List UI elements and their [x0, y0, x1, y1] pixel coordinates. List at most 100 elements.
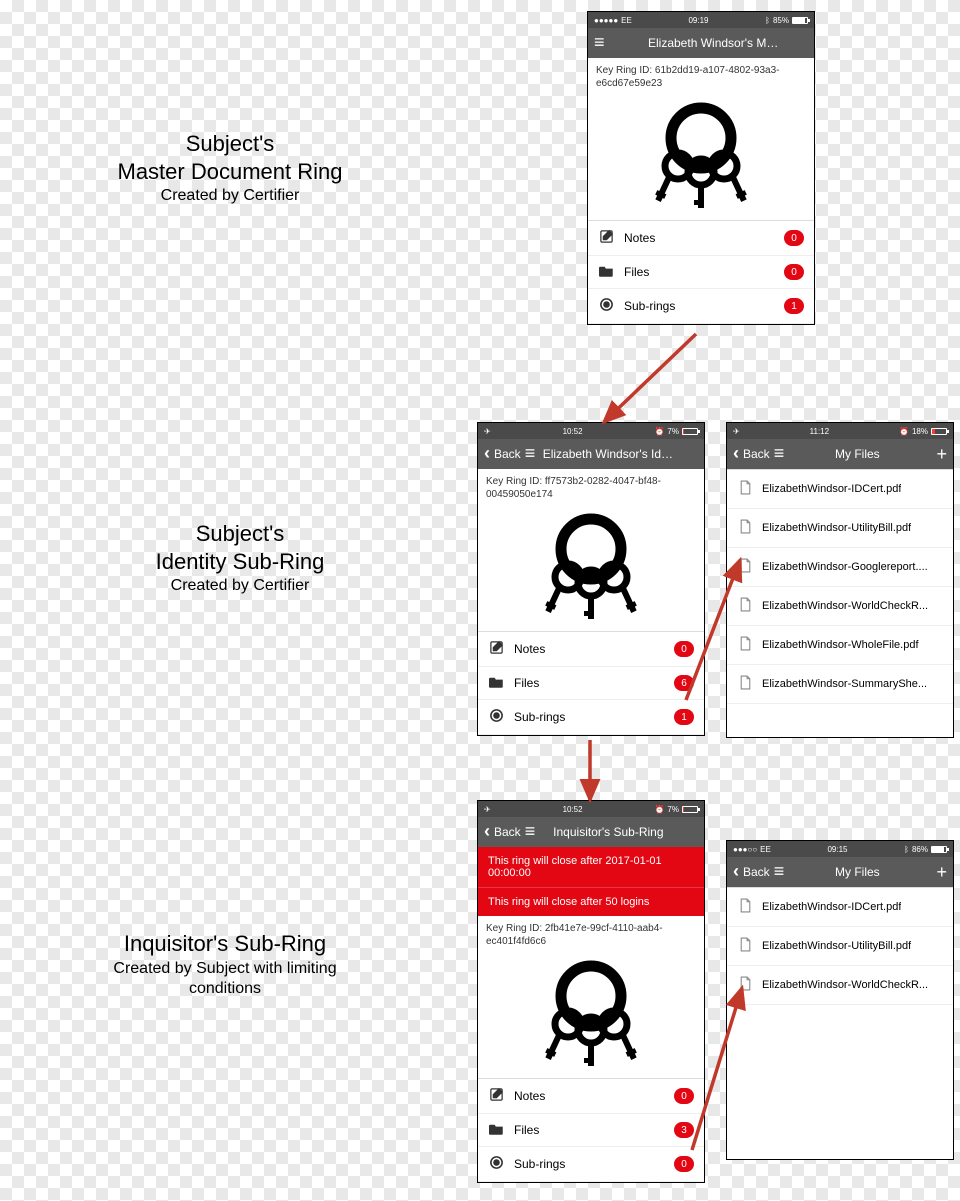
back-chevron-icon[interactable] [484, 825, 490, 840]
file-icon [739, 597, 752, 615]
ring-icon [598, 297, 614, 315]
file-name: ElizabethWindsor-WorldCheckR... [762, 600, 928, 612]
file-icon [739, 675, 752, 693]
file-row[interactable]: ElizabethWindsor-IDCert.pdf [727, 470, 953, 509]
count-badge: 0 [674, 1088, 694, 1104]
list-row-files[interactable]: Files 0 [588, 256, 814, 289]
file-list: ElizabethWindsor-IDCert.pdf ElizabethWin… [727, 469, 953, 704]
list-row-sub-rings[interactable]: Sub-rings 1 [478, 700, 704, 735]
list-row-notes[interactable]: Notes 0 [478, 632, 704, 667]
page-title: Elizabeth Windsor's Master Ring [644, 36, 788, 50]
battery-icon [682, 428, 698, 435]
file-name: ElizabethWindsor-IDCert.pdf [762, 483, 901, 495]
warning-block: This ring will close after 2017-01-01 00… [478, 847, 704, 916]
signal-icon: ●●●●● [594, 16, 618, 25]
label-line: Identity Sub-Ring [156, 549, 325, 574]
statusbar: ✈ 10:52 ⏰ 7% [478, 423, 704, 439]
file-row[interactable]: ElizabethWindsor-WholeFile.pdf [727, 626, 953, 665]
file-icon [739, 519, 752, 537]
list-row-files[interactable]: Files 6 [478, 667, 704, 700]
file-row[interactable]: ElizabethWindsor-UtilityBill.pdf [727, 509, 953, 548]
file-row[interactable]: ElizabethWindsor-WorldCheckR... [727, 587, 953, 626]
phone-master: ●●●●● EE 09:19 ᛒ 85% Elizabeth Windsor's… [587, 11, 815, 325]
file-row[interactable]: ElizabethWindsor-IDCert.pdf [727, 888, 953, 927]
hamburger-icon[interactable] [525, 824, 539, 840]
back-chevron-icon[interactable] [733, 447, 739, 462]
file-icon [739, 898, 752, 916]
battery-icon [931, 846, 947, 853]
phone-inquisitor-files: ●●●○○ EE 09:15 ᛒ 86% Back My Files + Eli… [726, 840, 954, 1160]
label-sub: Created by Certifier [161, 187, 300, 204]
ringid: Key Ring ID: ff7573b2-0282-4047-bf48-004… [478, 469, 704, 507]
back-chevron-icon[interactable] [484, 447, 490, 462]
ringid: Key Ring ID: 61b2dd19-a107-4802-93a3-e6c… [588, 58, 814, 96]
ring-rows: Notes 0 Files 6 Sub-rings 1 [478, 631, 704, 735]
file-row[interactable]: ElizabethWindsor-WorldCheckR... [727, 966, 953, 1005]
back-chevron-icon[interactable] [733, 865, 739, 880]
back-label[interactable]: Back [494, 825, 521, 839]
list-row-notes[interactable]: Notes 0 [478, 1079, 704, 1114]
airplane-icon: ✈ [484, 427, 491, 436]
list-row-files[interactable]: Files 3 [478, 1114, 704, 1147]
file-row[interactable]: ElizabethWindsor-Googlereport.... [727, 548, 953, 587]
navbar: Back My Files + [727, 439, 953, 469]
row-label: Sub-rings [624, 299, 774, 313]
clock: 09:15 [827, 845, 847, 854]
folder-icon [488, 675, 504, 691]
hamburger-icon[interactable] [594, 35, 608, 51]
file-icon [739, 558, 752, 576]
add-button[interactable]: + [927, 862, 947, 883]
clock: 10:52 [563, 805, 583, 814]
label-identity: Subject's Identity Sub-Ring Created by C… [90, 520, 390, 595]
row-label: Sub-rings [514, 1157, 664, 1171]
row-label: Notes [514, 1089, 664, 1103]
compose-icon [488, 640, 504, 658]
statusbar: ●●●●● EE 09:19 ᛒ 85% [588, 12, 814, 28]
navbar: Back My Files + [727, 857, 953, 887]
bluetooth-icon: ᛒ [765, 16, 770, 25]
ring-icon [488, 708, 504, 726]
statusbar: ✈ 11:12 ⏰ 18% [727, 423, 953, 439]
keyring-icon [588, 96, 814, 220]
file-list: ElizabethWindsor-IDCert.pdf ElizabethWin… [727, 887, 953, 1005]
count-badge: 0 [674, 1156, 694, 1172]
file-row[interactable]: ElizabethWindsor-SummaryShe... [727, 665, 953, 704]
carrier: EE [760, 845, 771, 854]
file-icon [739, 976, 752, 994]
page-title: My Files [788, 447, 927, 461]
list-row-sub-rings[interactable]: Sub-rings 0 [478, 1147, 704, 1182]
file-name: ElizabethWindsor-IDCert.pdf [762, 901, 901, 913]
back-label[interactable]: Back [494, 447, 521, 461]
battery-text: 18% [912, 427, 928, 436]
battery-text: 85% [773, 16, 789, 25]
hamburger-icon[interactable] [525, 446, 539, 462]
hamburger-icon[interactable] [774, 446, 788, 462]
statusbar: ●●●○○ EE 09:15 ᛒ 86% [727, 841, 953, 857]
page-title: Inquisitor's Sub-Ring [539, 825, 678, 839]
phone-identity-files: ✈ 11:12 ⏰ 18% Back My Files + ElizabethW… [726, 422, 954, 738]
list-row-notes[interactable]: Notes 0 [588, 221, 814, 256]
folder-icon [488, 1122, 504, 1138]
row-label: Files [514, 676, 664, 690]
add-button[interactable]: + [927, 444, 947, 465]
warning-row: This ring will close after 50 logins [478, 888, 704, 916]
compose-icon [598, 229, 614, 247]
battery-text: 86% [912, 845, 928, 854]
file-row[interactable]: ElizabethWindsor-UtilityBill.pdf [727, 927, 953, 966]
navbar: Back Inquisitor's Sub-Ring [478, 817, 704, 847]
count-badge: 1 [784, 298, 804, 314]
label-line: Master Document Ring [118, 159, 343, 184]
phone-inquisitor: ✈ 10:52 ⏰ 7% Back Inquisitor's Sub-Ring … [477, 800, 705, 1183]
list-row-sub-rings[interactable]: Sub-rings 1 [588, 289, 814, 324]
file-name: ElizabethWindsor-SummaryShe... [762, 678, 927, 690]
ring-rows: Notes 0 Files 3 Sub-rings 0 [478, 1078, 704, 1182]
back-label[interactable]: Back [743, 447, 770, 461]
page-title: Elizabeth Windsor's Ide... [539, 447, 678, 461]
file-name: ElizabethWindsor-Googlereport.... [762, 561, 928, 573]
label-sub: Created by Subject with limiting [113, 960, 336, 977]
navbar: Elizabeth Windsor's Master Ring [588, 28, 814, 58]
hamburger-icon[interactable] [774, 864, 788, 880]
label-master: Subject's Master Document Ring Created b… [60, 130, 400, 205]
back-label[interactable]: Back [743, 865, 770, 879]
file-icon [739, 937, 752, 955]
